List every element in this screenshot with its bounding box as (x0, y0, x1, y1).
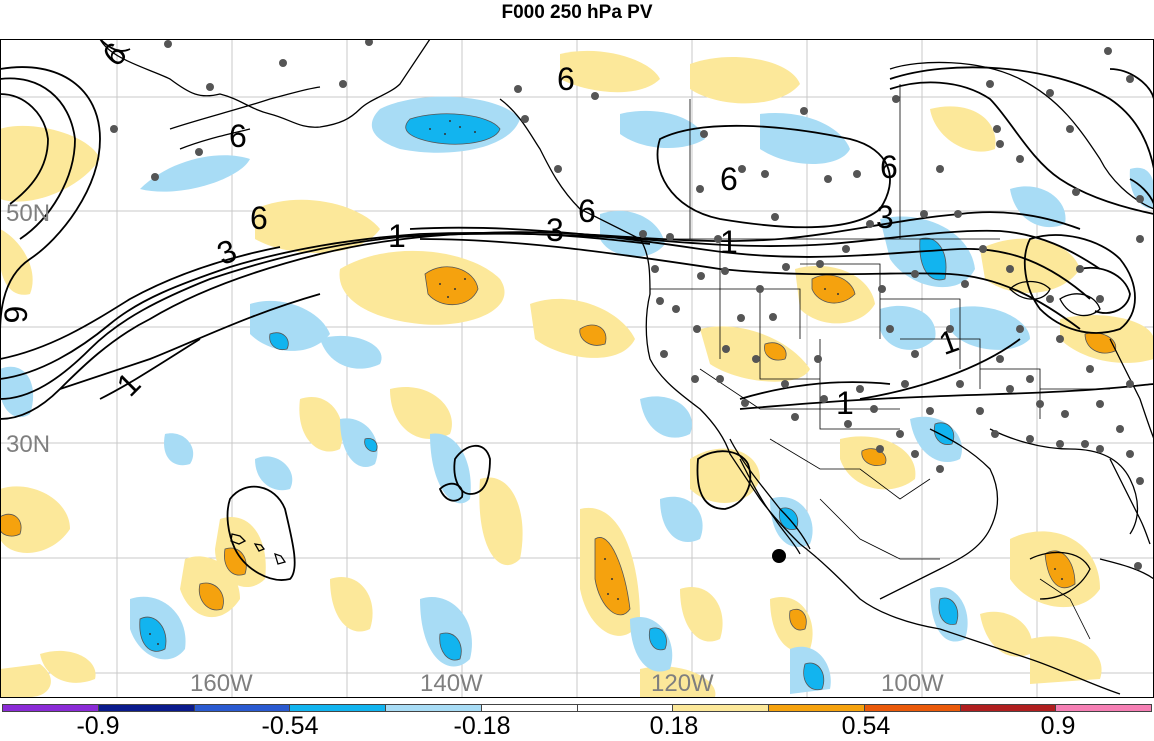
map-canvas (0, 39, 1154, 697)
colorbar-swatch (386, 705, 482, 711)
contour-label: 6 (229, 118, 247, 154)
lon-label: 120W (651, 670, 714, 697)
colorbar-swatch (194, 705, 291, 711)
contour-label: 6 (720, 161, 738, 197)
colorbar-swatch (673, 705, 769, 711)
lon-label: 140W (420, 670, 483, 697)
colorbar-tick-label: 0.9 (1040, 712, 1076, 740)
political-borders (650, 84, 1110, 640)
location-marker (772, 549, 786, 563)
contour-label: 6 (250, 200, 268, 236)
colorbar-swatch (3, 705, 99, 711)
colorbar-tick-label: -0.9 (76, 712, 120, 740)
pv-contours (0, 39, 1154, 581)
colorbar-swatch (290, 705, 386, 711)
colorbar-swatch (960, 705, 1057, 711)
colorbar-swatch (481, 705, 578, 711)
colorbar-tick-label: -0.18 (453, 712, 511, 740)
colorbar-swatch (769, 705, 865, 711)
contour-label: 1 (388, 218, 406, 254)
colorbar-tick-label: 0.18 (649, 712, 699, 740)
significance-stipple (149, 120, 1063, 645)
contour-label: 6 (880, 149, 898, 185)
colorbar-tick-label: -0.54 (261, 712, 319, 740)
colorbar-tick-label: 0.54 (841, 712, 891, 740)
map-frame (0, 39, 1154, 698)
lon-label: 160W (190, 670, 253, 697)
strong-negative-anomaly-fill (139, 113, 959, 691)
colorbar-swatch (98, 705, 195, 711)
colorbar (2, 704, 1152, 712)
contour-label: 1 (836, 385, 854, 421)
colorbar-swatch (1056, 705, 1151, 711)
colorbar-labels: -0.9 -0.54 -0.18 0.18 0.54 0.9 (0, 712, 1154, 740)
colorbar-swatch (864, 705, 961, 711)
lon-label: 100W (881, 670, 944, 697)
lat-label: 50N (6, 200, 51, 227)
contour-label: 3 (546, 212, 564, 248)
contour-label: 1 (720, 224, 738, 260)
colorbar-swatch (577, 705, 674, 711)
contour-label: 3 (876, 199, 894, 235)
map-title: F000 250 hPa PV (501, 2, 653, 23)
station-markers (110, 39, 1144, 570)
lat-label: 30N (6, 431, 51, 458)
contour-label: 6 (578, 193, 596, 229)
pv-map (0, 39, 1154, 697)
contour-label: 6 (557, 61, 575, 97)
